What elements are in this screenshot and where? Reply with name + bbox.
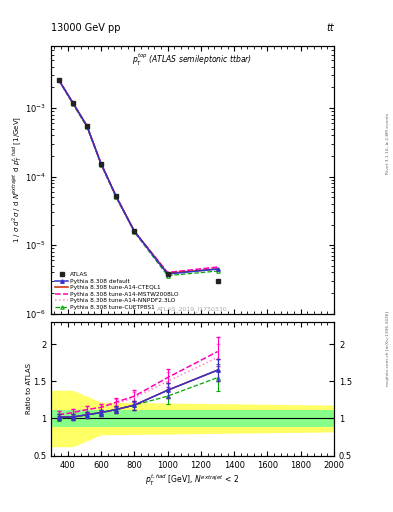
Text: mcplots.cern.ch [arXiv:1306.3436]: mcplots.cern.ch [arXiv:1306.3436] [386,311,390,386]
Text: $p_T^{top}$ (ATLAS semileptonic ttbar): $p_T^{top}$ (ATLAS semileptonic ttbar) [132,51,253,68]
Y-axis label: Ratio to ATLAS: Ratio to ATLAS [26,363,32,414]
Legend: ATLAS, Pythia 8.308 default, Pythia 8.308 tune-A14-CTEQL1, Pythia 8.308 tune-A14: ATLAS, Pythia 8.308 default, Pythia 8.30… [54,271,180,311]
Y-axis label: 1 / $\sigma$ $d^2\sigma$ / d $N^{extrajet}$ d $p_T^{t,had}$ [1/GeV]: 1 / $\sigma$ $d^2\sigma$ / d $N^{extraje… [11,116,24,244]
Text: tt: tt [326,23,334,33]
Text: 13000 GeV pp: 13000 GeV pp [51,23,121,33]
Text: ATLAS_2019_I1750330: ATLAS_2019_I1750330 [157,307,228,312]
Text: Rivet 3.1.10, ≥ 2.8M events: Rivet 3.1.10, ≥ 2.8M events [386,113,390,174]
X-axis label: $p_T^{t,had}$ [GeV], $N^{extra jet}$ < 2: $p_T^{t,had}$ [GeV], $N^{extra jet}$ < 2 [145,472,240,488]
